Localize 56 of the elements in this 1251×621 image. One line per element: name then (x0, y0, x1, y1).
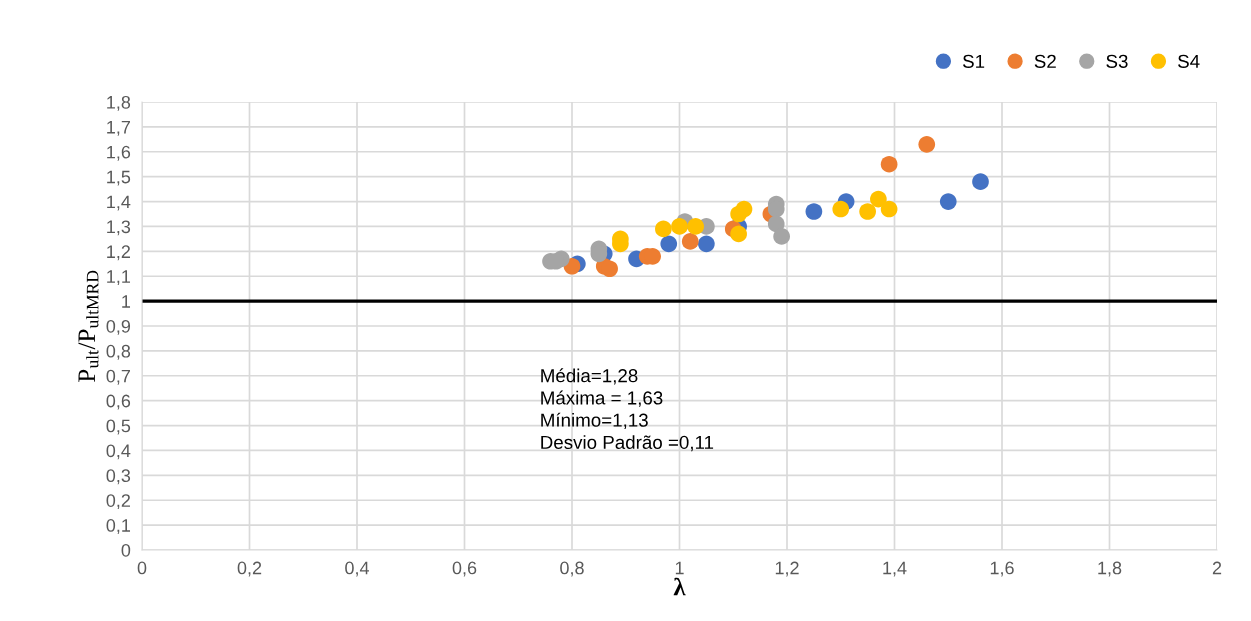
y-tick-label: 0 (121, 543, 131, 557)
y-tick-label: 0,7 (106, 369, 130, 385)
y-tick-label: 0,9 (106, 319, 131, 335)
x-tick-label: 1,2 (775, 561, 799, 577)
point (687, 218, 704, 235)
point (698, 235, 715, 253)
x-tick-label: 1,4 (883, 561, 907, 577)
legend-label: S2 (1034, 54, 1056, 68)
legend-label: S3 (1106, 54, 1128, 68)
point (805, 203, 823, 220)
x-tick-label: 1,6 (990, 561, 1014, 577)
point (681, 233, 699, 250)
y-tick-label: 0,4 (106, 444, 131, 460)
point (870, 190, 887, 208)
point (660, 235, 678, 253)
y-tick-label: 1,5 (107, 170, 131, 186)
x-tick-label: 1 (675, 561, 684, 575)
point (880, 200, 898, 218)
x-axis-title: λ (673, 577, 686, 596)
y-tick-label: 1,1 (107, 270, 131, 286)
point (918, 135, 936, 153)
y-tick-label: 0,8 (106, 344, 131, 360)
y-tick-label: 1 (122, 295, 131, 308)
legend-label: S1 (962, 54, 985, 68)
point (859, 203, 876, 220)
point (972, 173, 989, 190)
point (939, 193, 957, 210)
x-tick-label: 0,4 (345, 561, 370, 577)
x-tick-label: 2 (1212, 561, 1222, 575)
y-tick-label: 1,7 (107, 121, 130, 136)
point (601, 260, 618, 278)
point (735, 200, 753, 218)
y-tick-label: 0,6 (106, 394, 131, 410)
x-tick-label: 1,8 (1098, 561, 1122, 577)
y-tick-label: 1,6 (107, 145, 131, 161)
x-tick-label: 0,8 (560, 561, 584, 577)
legend-label: S4 (1178, 54, 1200, 68)
y-tick-label: 1,8 (107, 95, 131, 111)
y-tick-label: 0,1 (106, 519, 131, 534)
y-tick-label: 0,2 (106, 494, 130, 510)
point (655, 220, 672, 238)
point (671, 218, 688, 235)
y-axis-title: P$_{ult}$/P$_{ultMRD}$ (78, 270, 99, 382)
point (773, 228, 790, 245)
y-tick-label: 0,5 (106, 419, 131, 435)
y-tick-label: 1,3 (107, 220, 131, 236)
point (880, 155, 898, 173)
y-tick-label: 1,2 (107, 245, 130, 261)
point (730, 225, 747, 243)
x-tick-label: 0,2 (237, 561, 262, 577)
x-tick-label: 0 (137, 561, 147, 575)
point (832, 200, 850, 218)
y-tick-label: 1,4 (107, 195, 131, 211)
y-tick-label: 0,3 (106, 469, 131, 485)
x-tick-label: 0,6 (452, 561, 477, 577)
annotation: Média=1,28 Máxima = 1,63 Mínimo=1,13 Desvio Padrão =0,11 (541, 368, 714, 452)
